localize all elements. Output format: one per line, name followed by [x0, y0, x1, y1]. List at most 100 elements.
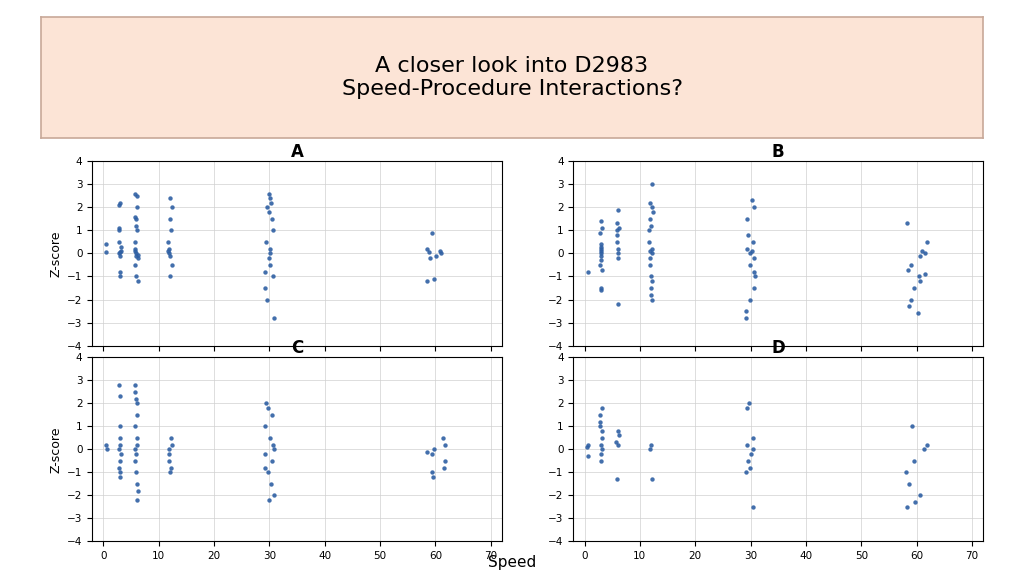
- Point: [644, 203, 660, 212]
- Title: B: B: [772, 143, 784, 161]
- Point: [113, 242, 129, 251]
- Point: [609, 300, 626, 309]
- Point: [162, 272, 178, 281]
- Point: [261, 244, 278, 253]
- Point: [161, 244, 177, 253]
- Point: [129, 479, 145, 488]
- Point: [611, 223, 628, 233]
- Point: [127, 247, 143, 256]
- Point: [642, 198, 658, 207]
- Point: [112, 198, 128, 207]
- Point: [593, 456, 609, 465]
- Point: [128, 251, 144, 260]
- Point: [419, 244, 435, 253]
- Point: [609, 253, 626, 263]
- Point: [424, 468, 440, 477]
- Point: [262, 194, 279, 203]
- Point: [594, 433, 610, 442]
- Point: [112, 472, 128, 482]
- Point: [129, 440, 145, 449]
- Point: [425, 445, 441, 454]
- Point: [111, 463, 127, 472]
- Text: Speed: Speed: [487, 555, 537, 570]
- Point: [264, 440, 281, 449]
- Point: [425, 472, 441, 482]
- Point: [257, 267, 273, 276]
- Point: [257, 283, 273, 293]
- Point: [745, 267, 762, 276]
- Point: [742, 449, 759, 458]
- Point: [263, 410, 280, 419]
- Point: [266, 445, 283, 454]
- Point: [904, 422, 921, 431]
- Point: [419, 447, 435, 456]
- Point: [899, 265, 915, 274]
- Point: [593, 440, 609, 449]
- Point: [436, 456, 453, 465]
- Point: [593, 217, 609, 226]
- Point: [162, 194, 178, 203]
- Point: [128, 449, 144, 458]
- Point: [593, 244, 609, 253]
- Point: [128, 191, 144, 200]
- Point: [163, 463, 179, 472]
- Point: [127, 189, 143, 198]
- Point: [593, 449, 609, 458]
- Point: [609, 475, 626, 484]
- Point: [592, 417, 608, 426]
- Point: [580, 440, 596, 449]
- Point: [112, 251, 128, 260]
- Point: [919, 440, 935, 449]
- Point: [644, 295, 660, 304]
- Point: [112, 223, 128, 233]
- Point: [257, 422, 273, 431]
- Point: [593, 251, 609, 260]
- Point: [741, 249, 758, 258]
- Point: [112, 456, 128, 465]
- Point: [918, 249, 934, 258]
- Point: [608, 237, 625, 247]
- Point: [128, 214, 144, 223]
- Point: [901, 479, 918, 488]
- Point: [744, 196, 761, 205]
- Point: [261, 495, 278, 505]
- Point: [594, 426, 610, 435]
- Point: [112, 248, 128, 257]
- Point: [641, 226, 657, 235]
- Point: [263, 479, 280, 488]
- Point: [739, 440, 756, 449]
- Point: [592, 228, 608, 237]
- Point: [128, 249, 144, 258]
- Point: [127, 456, 143, 465]
- Point: [740, 399, 757, 408]
- Point: [129, 486, 145, 495]
- Point: [162, 251, 178, 260]
- Point: [912, 251, 929, 260]
- Point: [745, 445, 762, 454]
- Point: [579, 442, 595, 452]
- Point: [644, 249, 660, 258]
- Point: [111, 380, 127, 389]
- Point: [264, 456, 281, 465]
- Point: [745, 203, 762, 212]
- Point: [129, 410, 145, 419]
- Point: [745, 283, 762, 293]
- Point: [161, 445, 177, 454]
- Point: [129, 399, 145, 408]
- Point: [903, 260, 920, 270]
- Point: [738, 403, 755, 412]
- Point: [129, 250, 145, 259]
- Point: [593, 403, 609, 412]
- Point: [129, 226, 145, 235]
- Point: [642, 445, 658, 454]
- Point: [910, 272, 927, 281]
- Point: [911, 276, 928, 286]
- Point: [260, 468, 276, 477]
- Point: [161, 249, 177, 258]
- Point: [899, 219, 915, 228]
- Point: [609, 244, 626, 253]
- Point: [162, 468, 178, 477]
- Point: [163, 433, 179, 442]
- Point: [163, 226, 179, 235]
- Point: [644, 244, 660, 253]
